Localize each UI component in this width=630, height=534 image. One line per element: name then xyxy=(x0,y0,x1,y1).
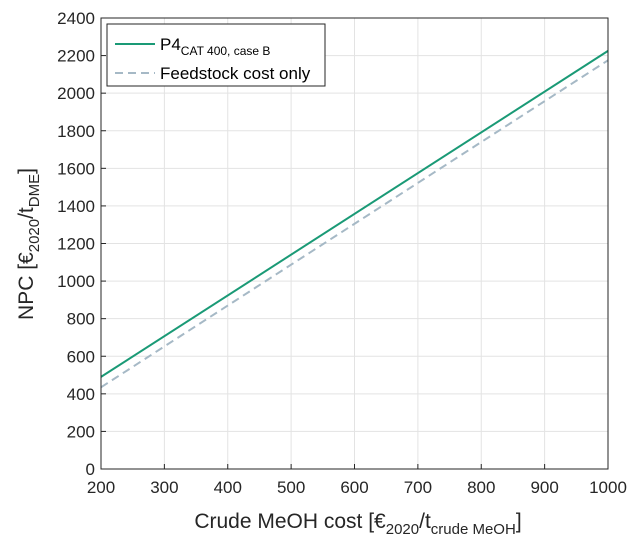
y-tick-label: 400 xyxy=(67,385,95,404)
series-line-feedstock xyxy=(100,59,609,389)
legend-box xyxy=(106,23,326,87)
series-lines xyxy=(100,50,609,389)
x-tick-label: 600 xyxy=(340,478,368,497)
y-axis-label: NPC [€2020/tDME] xyxy=(15,168,43,320)
x-tick-label: 200 xyxy=(87,478,115,497)
x-tick-label: 1000 xyxy=(589,478,627,497)
y-tick-label: 1400 xyxy=(57,197,95,216)
y-tick-label: 200 xyxy=(67,422,95,441)
legend: P4CAT 400, case B Feedstock cost only xyxy=(106,23,326,87)
x-tick-label: 500 xyxy=(277,478,305,497)
x-tick-label: 900 xyxy=(530,478,558,497)
y-tick-label: 1800 xyxy=(57,122,95,141)
plot-frame xyxy=(100,17,609,470)
y-tick-label: 1000 xyxy=(57,272,95,291)
y-tick-label: 0 xyxy=(86,460,95,479)
x-tick-label: 700 xyxy=(404,478,432,497)
y-tick-label: 1200 xyxy=(57,235,95,254)
x-tick-label: 300 xyxy=(150,478,178,497)
y-tick-labels: 0 200 400 600 800 1000 1200 1400 1600 1800 2000 220… xyxy=(57,9,95,479)
y-tick-label: 600 xyxy=(67,347,95,366)
series-line-p4 xyxy=(100,50,609,378)
legend-entry-feedstock: Feedstock cost only xyxy=(160,64,311,83)
y-tick-label: 2000 xyxy=(57,84,95,103)
y-tick-label: 2400 xyxy=(57,9,95,28)
x-axis-label: Crude MeOH cost [€2020/tcrude MeOH] xyxy=(194,510,521,534)
legend-entry-p4: P4CAT 400, case B xyxy=(160,35,270,58)
y-tick-label: 800 xyxy=(67,310,95,329)
grid-lines xyxy=(100,17,609,470)
x-tick-label: 800 xyxy=(467,478,495,497)
y-tick-label: 1600 xyxy=(57,159,95,178)
x-tick-label: 400 xyxy=(214,478,242,497)
y-tick-label: 2200 xyxy=(57,47,95,66)
x-tick-labels: 200 300 400 500 600 700 800 900 1000 xyxy=(87,478,627,497)
